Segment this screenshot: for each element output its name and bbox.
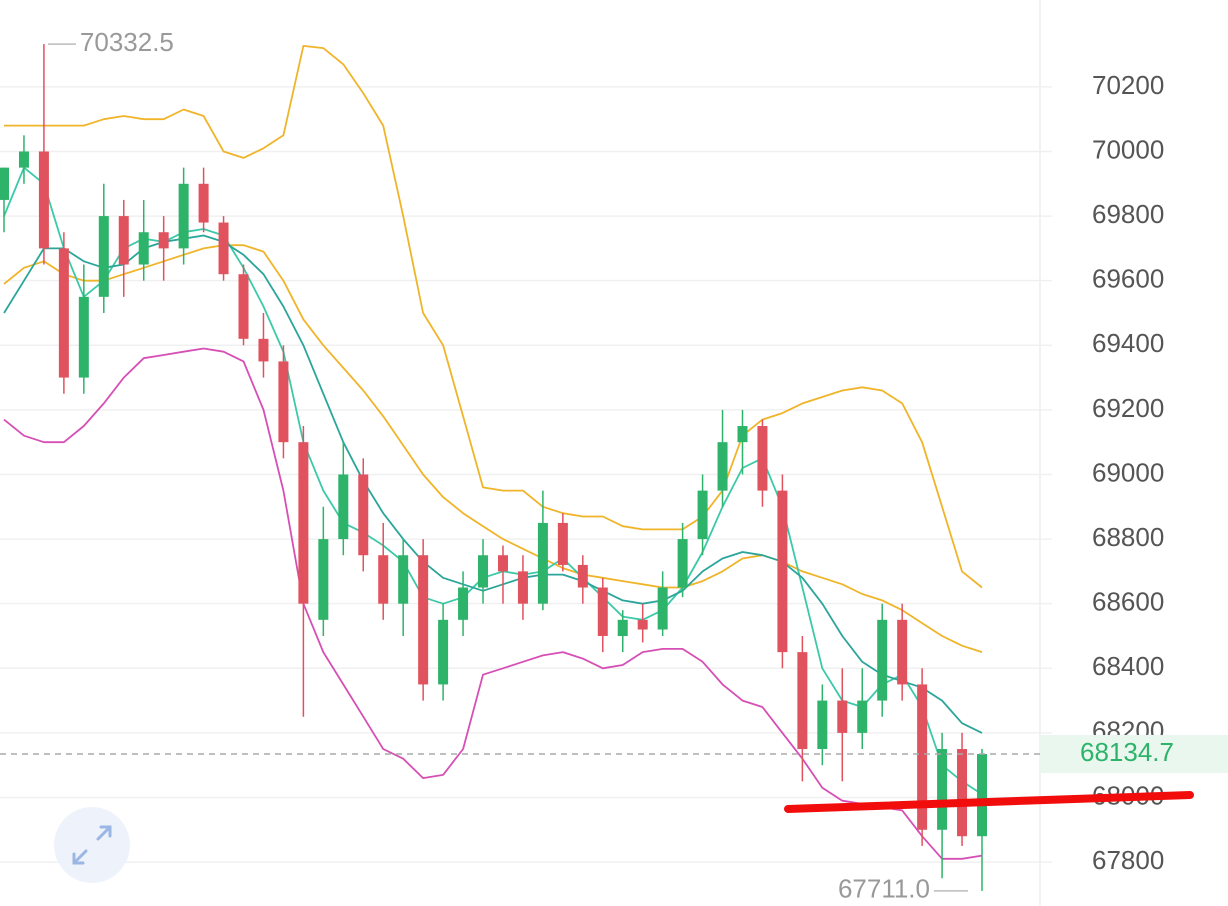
candle-body [38,151,49,249]
candle-body [837,700,848,733]
candle-body [178,183,189,249]
overlay: 6780068000682006840068600688006900069200… [0,27,1228,904]
candle-body [318,539,329,620]
expand-button-bg [54,807,130,883]
current-price-label: 68134.7 [1080,737,1174,767]
candle-body [597,587,608,636]
y-tick-label: 68800 [1092,522,1164,552]
y-tick-label: 68400 [1092,651,1164,681]
candle-body [677,539,688,588]
expand-icon [72,825,112,865]
y-tick-label: 67800 [1092,845,1164,875]
candle-body [637,619,648,630]
candle-body [757,426,768,491]
candle-body [438,619,449,685]
candle-body [358,474,369,556]
grid [0,86,1052,863]
candle-body [917,684,928,830]
candle-body [897,619,908,685]
candle-body [278,361,289,443]
candle-body [218,222,229,275]
candle-body [418,555,429,685]
y-tick-label: 69000 [1092,457,1164,487]
y-tick-label: 70000 [1092,134,1164,164]
min-label: 67711.0 [838,874,930,904]
candle-body [937,749,948,830]
candle-body [298,442,309,604]
candle-body [338,474,349,540]
candle-body [58,248,69,378]
candle-body [78,296,89,378]
candle-body [577,564,588,588]
candles [0,44,987,891]
candle-body [657,587,668,630]
y-tick-label: 70200 [1092,70,1164,100]
indicator-line [3,347,983,860]
candle-body [957,749,968,837]
trend-line [784,791,1194,813]
candle-body [977,753,987,837]
candle-body [18,151,29,168]
candle-body [517,571,528,604]
indicator-line [4,45,983,589]
y-tick-label: 69600 [1092,264,1164,294]
y-tick-label: 69400 [1092,328,1164,358]
candle-body [478,555,489,588]
candle-body [557,522,568,565]
candle-body [697,490,708,540]
candle-body [238,274,249,339]
y-tick-label: 69200 [1092,393,1164,423]
candle-body [398,555,409,604]
candle-body [737,426,748,443]
candle-body [877,619,888,701]
indicator-line [3,244,983,653]
candle-body [777,490,788,653]
candle-body [378,555,389,604]
y-tick-label: 68600 [1092,587,1164,617]
candle-body [817,700,828,750]
candle-body [857,700,868,733]
candle-body [717,442,728,491]
candle-body [617,619,628,636]
candle-body [0,167,9,200]
candle-body [258,338,269,362]
candle-body [118,216,129,265]
candle-body [158,232,169,249]
candle-body [537,522,548,604]
candle-body [138,232,149,265]
y-tick-label: 69800 [1092,199,1164,229]
max-label: 70332.5 [80,27,174,57]
current-price-box [1040,734,1228,773]
candle-body [497,555,508,572]
candle-body [198,183,209,223]
candle-body [458,587,469,620]
candle-body [98,216,109,297]
candle-body [797,652,808,750]
